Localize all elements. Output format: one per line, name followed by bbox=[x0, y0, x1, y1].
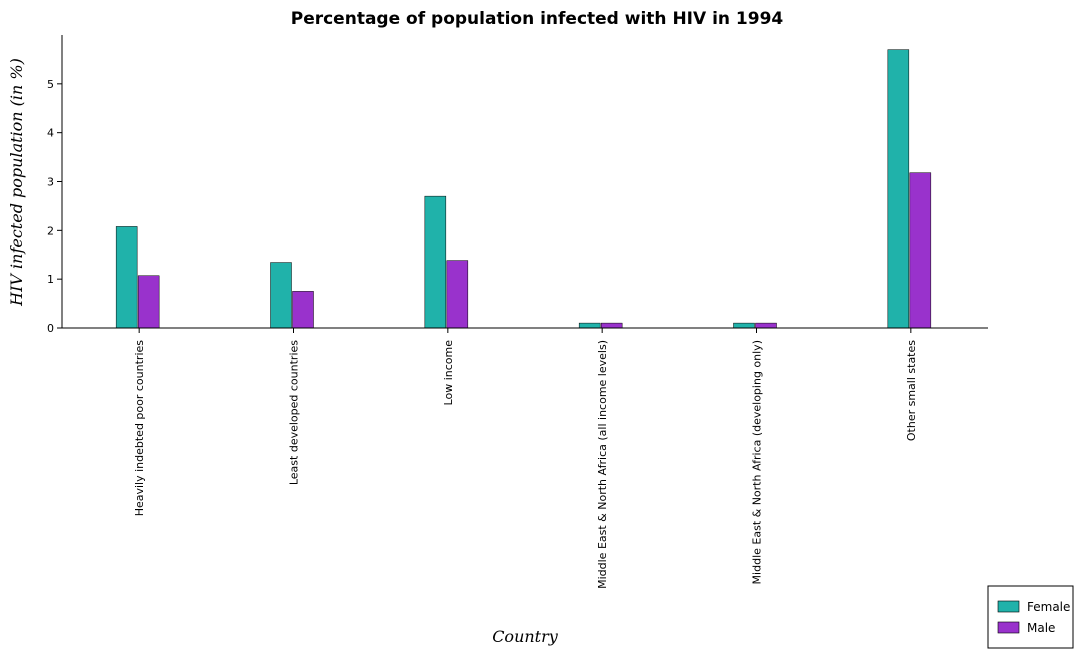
bar-female-4 bbox=[733, 322, 755, 329]
y-tick-label: 3 bbox=[47, 176, 54, 189]
x-tick-label: Heavily indebted poor countries bbox=[133, 340, 146, 517]
bar-male-5 bbox=[909, 172, 932, 329]
y-axis-label: HIV infected population (in %) bbox=[7, 58, 26, 307]
bar-female-5 bbox=[887, 49, 910, 329]
y-tick-label: 1 bbox=[47, 273, 54, 286]
plot-area bbox=[61, 34, 989, 329]
x-axis-ticks: Heavily indebted poor countries Least dev… bbox=[133, 328, 918, 589]
bar-female-1 bbox=[270, 262, 292, 329]
bar-female-3 bbox=[578, 322, 601, 329]
legend-box bbox=[987, 585, 1074, 649]
legend-swatch-female bbox=[997, 600, 1020, 613]
bar-male-3 bbox=[600, 322, 623, 329]
bar-female-0 bbox=[115, 226, 138, 329]
legend-swatch-male bbox=[997, 621, 1020, 634]
x-tick-label: Other small states bbox=[905, 340, 918, 441]
bar-male-1 bbox=[292, 291, 314, 329]
chart-title: Percentage of population infected with H… bbox=[291, 9, 784, 29]
y-tick-label: 4 bbox=[47, 127, 54, 140]
bar-male-2 bbox=[446, 260, 469, 329]
y-tick-label: 0 bbox=[47, 322, 54, 335]
y-tick-label: 5 bbox=[47, 78, 54, 91]
legend: Female Male bbox=[987, 585, 1074, 649]
y-tick-label: 2 bbox=[47, 224, 54, 237]
x-tick-label: Middle East & North Africa (developing o… bbox=[751, 340, 764, 584]
bar-female-2 bbox=[424, 195, 447, 329]
legend-label-female: Female bbox=[1027, 600, 1070, 614]
x-tick-label: Low income bbox=[442, 340, 455, 406]
legend-label-male: Male bbox=[1027, 621, 1055, 635]
bars-group bbox=[115, 49, 932, 329]
x-tick-label: Least developed countries bbox=[288, 340, 301, 485]
bar-male-0 bbox=[137, 275, 160, 329]
y-axis-ticks: 0 1 2 3 4 5 bbox=[47, 78, 62, 335]
x-axis-label: Country bbox=[492, 627, 559, 646]
x-tick-label: Middle East & North Africa (all income l… bbox=[596, 340, 609, 589]
bar-male-4 bbox=[755, 322, 777, 329]
